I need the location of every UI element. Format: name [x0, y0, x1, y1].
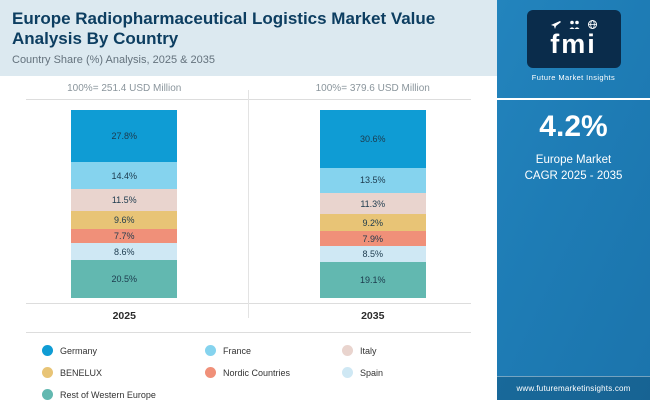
logo-icons — [550, 20, 597, 29]
stacked-bar-2025: 27.8% 14.4% 11.5% 9.6% 7.7% 8.6% 20.5% — [71, 110, 178, 299]
brand-panel: fmi Future Market Insights 4.2% Europe M… — [497, 0, 650, 400]
total-label-2025: 100%= 251.4 USD Million — [67, 83, 182, 95]
legend-label: Nordic Countries — [223, 367, 291, 378]
legend-dot — [205, 367, 216, 379]
legend-item: Rest of Western Europe — [42, 389, 205, 400]
legend: Germany France Italy BENELUX Nordic Countrie… — [0, 333, 497, 400]
people-icon — [569, 20, 580, 29]
legend-item: Nordic Countries — [205, 367, 342, 379]
bar-segment-spain: 8.6% — [71, 243, 178, 260]
logo-wordmark: fmi — [550, 29, 597, 59]
chart-header: Europe Radiopharmaceutical Logistics Mar… — [0, 0, 497, 77]
totals-row: 100%= 251.4 USD Million 100%= 379.6 USD … — [0, 83, 497, 94]
legend-label: BENELUX — [60, 367, 103, 378]
legend-dot — [42, 389, 53, 400]
total-label-2035: 100%= 379.6 USD Million — [315, 83, 430, 95]
page-title: Europe Radiopharmaceutical Logistics Mar… — [12, 9, 436, 49]
bar-column-2035: 30.6% 13.5% 11.3% 9.2% 7.9% 8.5% 19.1% — [249, 100, 498, 299]
bar-segment-france: 13.5% — [319, 167, 426, 193]
year-label-2035: 2035 — [361, 310, 385, 323]
legend-label: Rest of Western Europe — [60, 389, 156, 400]
legend-dot — [42, 367, 53, 379]
year-label-2025: 2025 — [112, 310, 136, 323]
bar-segment-germany: 30.6% — [319, 110, 426, 168]
legend-item: Spain — [342, 367, 497, 379]
legend-dot — [42, 345, 53, 357]
legend-item: BENELUX — [42, 367, 205, 379]
bar-segment-france: 14.4% — [71, 162, 178, 190]
bar-segment-italy: 11.3% — [319, 192, 426, 215]
cagr-label-line2: CAGR 2025 - 2035 — [524, 170, 623, 183]
legend-item: Germany — [42, 345, 205, 357]
legend-item: France — [205, 345, 342, 357]
bar-column-2025: 27.8% 14.4% 11.5% 9.6% 7.7% 8.6% 20.5% — [0, 100, 249, 299]
legend-label: Germany — [60, 345, 98, 356]
website-url[interactable]: www.futuremarketinsights.com — [497, 376, 650, 400]
stat-divider — [497, 98, 650, 100]
logo-subtext: Future Market Insights — [531, 73, 616, 82]
divider-legend — [26, 332, 471, 334]
legend-label: Italy — [360, 345, 377, 356]
bar-segment-nordic-countries: 7.9% — [319, 231, 426, 247]
year-row: 2025 2035 — [0, 304, 497, 327]
bar-segment-germany: 27.8% — [71, 110, 178, 163]
legend-dot — [205, 345, 216, 357]
legend-item: Italy — [342, 345, 497, 357]
page-subtitle: Country Share (%) Analysis, 2025 & 2035 — [12, 54, 216, 67]
bar-segment-nordic-countries: 7.7% — [71, 228, 178, 244]
legend-dot — [342, 367, 353, 379]
divider-vertical — [248, 90, 249, 318]
cagr-label-line1: Europe Market — [535, 154, 612, 166]
stacked-bar-2035: 30.6% 13.5% 11.3% 9.2% 7.9% 8.5% 19.1% — [319, 110, 426, 299]
plane-icon — [550, 20, 561, 29]
cagr-label: Europe Market CAGR 2025 - 2035 — [525, 152, 623, 184]
bar-segment-rest-of-western-europe: 19.1% — [319, 262, 426, 299]
chart-area: Europe Radiopharmaceutical Logistics Mar… — [0, 0, 497, 400]
legend-dot — [342, 345, 353, 357]
bar-segment-spain: 8.5% — [319, 246, 426, 263]
bar-segment-rest-of-western-europe: 20.5% — [71, 259, 178, 299]
fmi-logo: fmi — [526, 10, 621, 68]
bar-segment-benelux: 9.6% — [71, 210, 178, 229]
legend-label: France — [223, 345, 252, 356]
legend-label: Spain — [360, 367, 384, 378]
bars-row: 27.8% 14.4% 11.5% 9.6% 7.7% 8.6% 20.5% 30.6% 13… — [0, 100, 498, 299]
globe-icon — [587, 20, 597, 29]
bar-segment-italy: 11.5% — [71, 189, 178, 211]
cagr-value: 4.2% — [539, 110, 608, 143]
bar-segment-benelux: 9.2% — [319, 214, 426, 232]
